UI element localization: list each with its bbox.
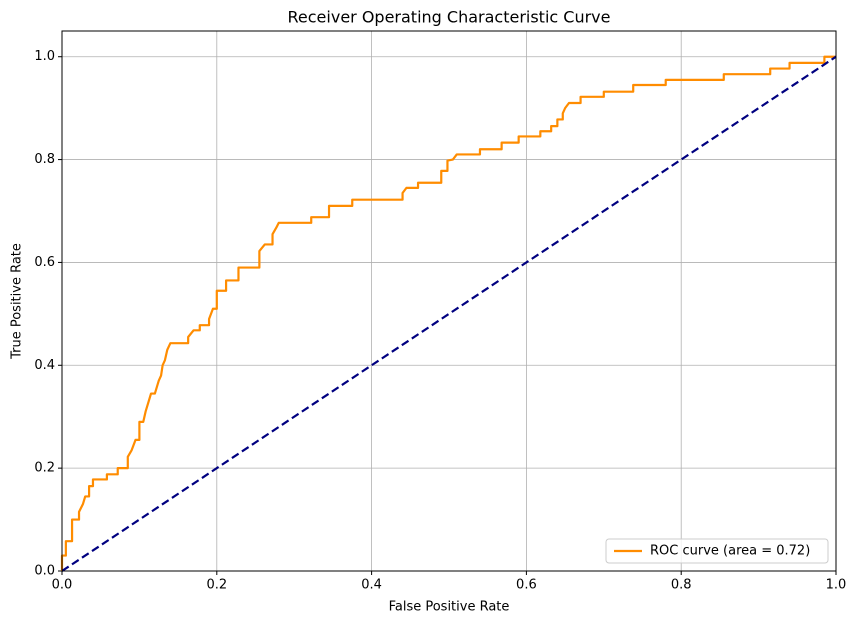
legend-box	[605, 538, 829, 564]
y-tick-label: 0.6	[34, 255, 55, 270]
y-tick-label: 1.0	[34, 49, 55, 64]
legend-label: ROC curve (area = 0.72)	[650, 544, 810, 559]
x-tick-label: 0.6	[516, 578, 537, 593]
line-series	[60, 55, 836, 571]
y-tick-label: 0.4	[34, 358, 55, 373]
x-axis-label: False Positive Rate	[389, 600, 510, 615]
axes-frame	[61, 30, 837, 572]
y-tick-label: 0.2	[34, 461, 55, 476]
chart-title: Receiver Operating Characteristic Curve	[288, 8, 611, 27]
y-axis-label: True Positive Rate	[10, 243, 25, 360]
x-tick-label: 1.0	[826, 578, 847, 593]
x-tick-label: 0.4	[361, 578, 382, 593]
y-tick-label: 0.0	[34, 564, 55, 579]
x-tick-label: 0.0	[52, 578, 73, 593]
x-tick-label: 0.2	[206, 578, 227, 593]
y-tick-label: 0.8	[34, 152, 55, 167]
line-series	[61, 55, 837, 572]
x-tick-label: 0.8	[671, 578, 692, 593]
